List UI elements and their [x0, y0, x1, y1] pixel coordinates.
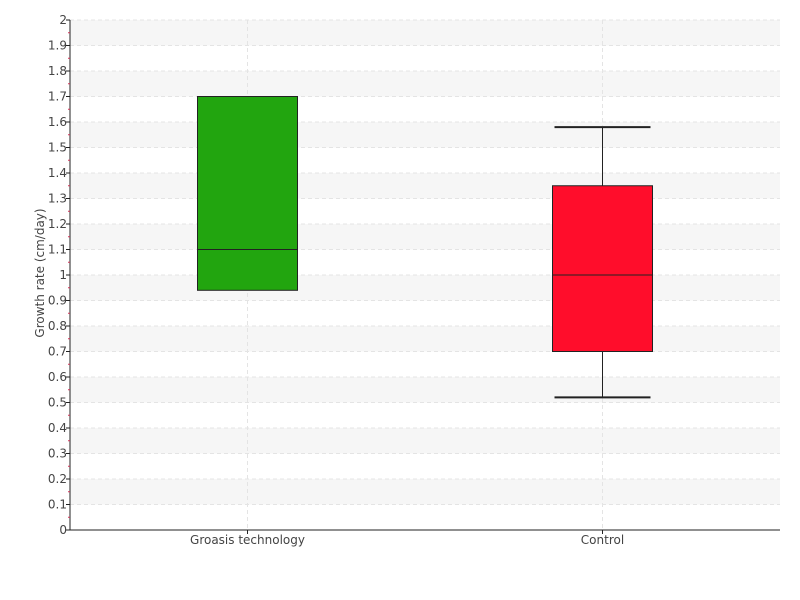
y-tick-label: 0.5: [48, 396, 67, 410]
y-tick-label: 1: [59, 268, 67, 282]
box-groasis-technology: [197, 96, 298, 291]
y-tick-label: 1.9: [48, 39, 67, 53]
background-band: [70, 173, 780, 199]
y-tick-label: 1.3: [48, 192, 67, 206]
background-band: [70, 224, 780, 250]
y-tick-label: 0.3: [48, 447, 67, 461]
grid-lines: [70, 19, 780, 530]
y-tick-label: 1.5: [48, 141, 67, 155]
y-tick-label: 0: [59, 523, 67, 537]
y-tick-label: 0.7: [48, 345, 67, 359]
y-tick-label: 1.6: [48, 115, 67, 129]
x-axis: Groasis technology Control: [70, 529, 780, 547]
y-tick-label: 1.4: [48, 166, 67, 180]
background-band: [70, 428, 780, 454]
box-series: [197, 96, 653, 399]
box-body: [197, 96, 298, 291]
background-band: [70, 20, 780, 46]
y-tick-label: 0.1: [48, 498, 67, 512]
y-tick-label: 1.7: [48, 90, 67, 104]
background-band: [70, 326, 780, 352]
y-tick-label: 0.8: [48, 319, 67, 333]
y-axis: 0 0.1 0.2 0.3 0.4 0.5 0.6 0.7 0.8 0.9 1 1.1 1.2 1.3 1.…: [48, 13, 71, 537]
y-tick-label: 2: [59, 13, 67, 27]
x-tick-label: Groasis technology: [190, 533, 305, 547]
box-control: [552, 126, 653, 399]
y-tick-label: 0.9: [48, 294, 67, 308]
y-tick-label: 0.2: [48, 472, 67, 486]
y-axis-title: Growth rate (cm/day): [33, 208, 47, 337]
y-tick-label: 1.1: [48, 243, 67, 257]
y-tick-label: 1.8: [48, 64, 67, 78]
y-tick-label: 0.4: [48, 421, 67, 435]
y-tick-label: 0.6: [48, 370, 67, 384]
box-body: [552, 185, 653, 352]
y-tick-label: 1.2: [48, 217, 67, 231]
background-band: [70, 122, 780, 148]
x-tick-label: Control: [581, 533, 624, 547]
background-band: [70, 275, 780, 301]
background-band: [70, 71, 780, 97]
plot-background-bands: [70, 20, 780, 505]
background-band: [70, 479, 780, 505]
background-band: [70, 377, 780, 403]
